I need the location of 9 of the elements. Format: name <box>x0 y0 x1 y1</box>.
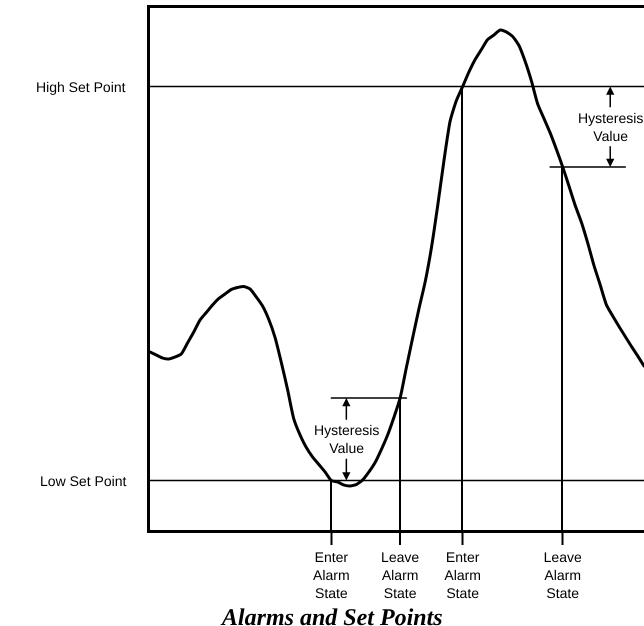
x-tick-label: Leave Alarm State <box>381 548 420 602</box>
annotation: Hysteresis Value <box>314 422 380 456</box>
ref-line-label: High Set Point <box>36 79 126 95</box>
annotation: Hysteresis Value <box>578 110 644 144</box>
x-tick-label: Enter Alarm State <box>444 548 481 602</box>
ref-line-label: Low Set Point <box>40 473 126 489</box>
x-tick-label: Enter Alarm State <box>313 548 350 602</box>
x-tick-label: Leave Alarm State <box>544 548 582 602</box>
text: Alarms and Set Points <box>220 605 443 626</box>
